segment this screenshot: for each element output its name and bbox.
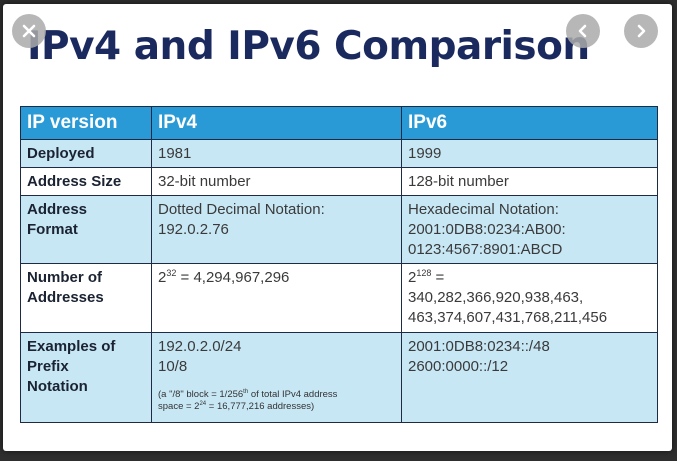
footnote-text: of total IPv4 address xyxy=(248,389,338,400)
cell-line: 10/8 xyxy=(158,358,188,375)
table-header-row: IP version IPv4 IPv6 xyxy=(20,106,658,140)
cell-line: 463,374,607,431,768,211,456 xyxy=(408,309,608,326)
previous-image-button[interactable] xyxy=(566,14,600,48)
label-line: Examples of xyxy=(27,338,116,355)
cell-ipv6-number-of-addresses: 2128 = 340,282,366,920,938,463, 463,374,… xyxy=(401,263,658,333)
label-line: Address xyxy=(27,201,88,218)
footnote-text: = 16,777,216 addresses) xyxy=(206,401,315,412)
power-base: 2 xyxy=(408,269,417,286)
power-exponent: 128 xyxy=(416,268,432,278)
table-row: Number of Addresses 232 = 4,294,967,296 … xyxy=(20,263,658,333)
row-label-examples-of-prefix-notation: Examples of Prefix Notation xyxy=(20,332,152,423)
row-label-address-size: Address Size xyxy=(20,167,152,196)
header-ip-version: IP version xyxy=(20,106,152,140)
slide-image: IPv4 and IPv6 Comparison IP version IPv4… xyxy=(3,4,672,451)
header-ipv4: IPv4 xyxy=(151,106,402,140)
close-icon xyxy=(22,24,36,38)
cell-ipv6-address-size: 128-bit number xyxy=(401,167,658,196)
footnote-superscript: th xyxy=(243,388,249,395)
footnote-line: space = 224 = 16,777,216 addresses) xyxy=(158,401,395,413)
table-row: Address Size 32-bit number 128-bit numbe… xyxy=(20,167,658,196)
cell-ipv4-number-of-addresses: 232 = 4,294,967,296 xyxy=(151,263,402,333)
cell-line: Hexadecimal Notation: xyxy=(408,201,559,218)
cell-ipv4-address-size: 32-bit number xyxy=(151,167,402,196)
chevron-left-icon xyxy=(578,24,587,38)
power-value: = 4,294,967,296 xyxy=(176,269,290,286)
cell-line: 2128 = xyxy=(408,268,651,288)
power-exponent: 32 xyxy=(166,268,177,278)
cell-ipv4-address-format: Dotted Decimal Notation: 192.0.2.76 xyxy=(151,195,402,264)
close-button[interactable] xyxy=(12,14,46,48)
cell-ipv6-prefix-examples: 2001:0DB8:0234::/48 2600:0000::/12 xyxy=(401,332,658,423)
table-row: Address Format Dotted Decimal Notation: … xyxy=(20,195,658,264)
cell-line: 2001:0DB8:0234::/48 xyxy=(408,338,550,355)
comparison-table: IP version IPv4 IPv6 Deployed 1981 1999 … xyxy=(20,106,658,423)
cell-line: 192.0.2.76 xyxy=(158,221,229,238)
cell-line: 340,282,366,920,938,463, xyxy=(408,289,584,306)
cell-line: 0123:4567:8901:ABCD xyxy=(408,241,563,258)
next-image-button[interactable] xyxy=(624,14,658,48)
footnote-text: (a "/8" block = 1/256 xyxy=(158,389,244,400)
page-title: IPv4 and IPv6 Comparison xyxy=(27,24,590,69)
table-row: Deployed 1981 1999 xyxy=(20,139,658,168)
power-base: 2 xyxy=(158,269,167,286)
footnote-superscript: 24 xyxy=(199,400,207,407)
label-line: Format xyxy=(27,221,78,238)
row-label-deployed: Deployed xyxy=(20,139,152,168)
cell-ipv6-address-format: Hexadecimal Notation: 2001:0DB8:0234:AB0… xyxy=(401,195,658,264)
cell-line: 192.0.2.0/24 xyxy=(158,338,242,355)
cell-line: 2600:0000::/12 xyxy=(408,358,509,375)
cell-ipv4-prefix-examples: 192.0.2.0/24 10/8 (a "/8" block = 1/256t… xyxy=(151,332,402,423)
row-label-address-format: Address Format xyxy=(20,195,152,264)
cell-ipv4-deployed: 1981 xyxy=(151,139,402,168)
chevron-right-icon xyxy=(637,24,646,38)
label-line: Prefix xyxy=(27,358,69,375)
footnote-text: space = 2 xyxy=(158,401,200,412)
cell-ipv6-deployed: 1999 xyxy=(401,139,658,168)
cell-line: Dotted Decimal Notation: xyxy=(158,201,325,218)
label-line: Notation xyxy=(27,378,88,395)
footnote: (a "/8" block = 1/256th of total IPv4 ad… xyxy=(158,389,395,413)
power-equals: = xyxy=(431,269,445,286)
label-line: Number of xyxy=(27,269,102,286)
cell-line: 2001:0DB8:0234:AB00: xyxy=(408,221,566,238)
table-row: Examples of Prefix Notation 192.0.2.0/24… xyxy=(20,332,658,423)
header-ipv6: IPv6 xyxy=(401,106,658,140)
row-label-number-of-addresses: Number of Addresses xyxy=(20,263,152,333)
footnote-line: (a "/8" block = 1/256th of total IPv4 ad… xyxy=(158,389,395,401)
label-line: Addresses xyxy=(27,289,104,306)
